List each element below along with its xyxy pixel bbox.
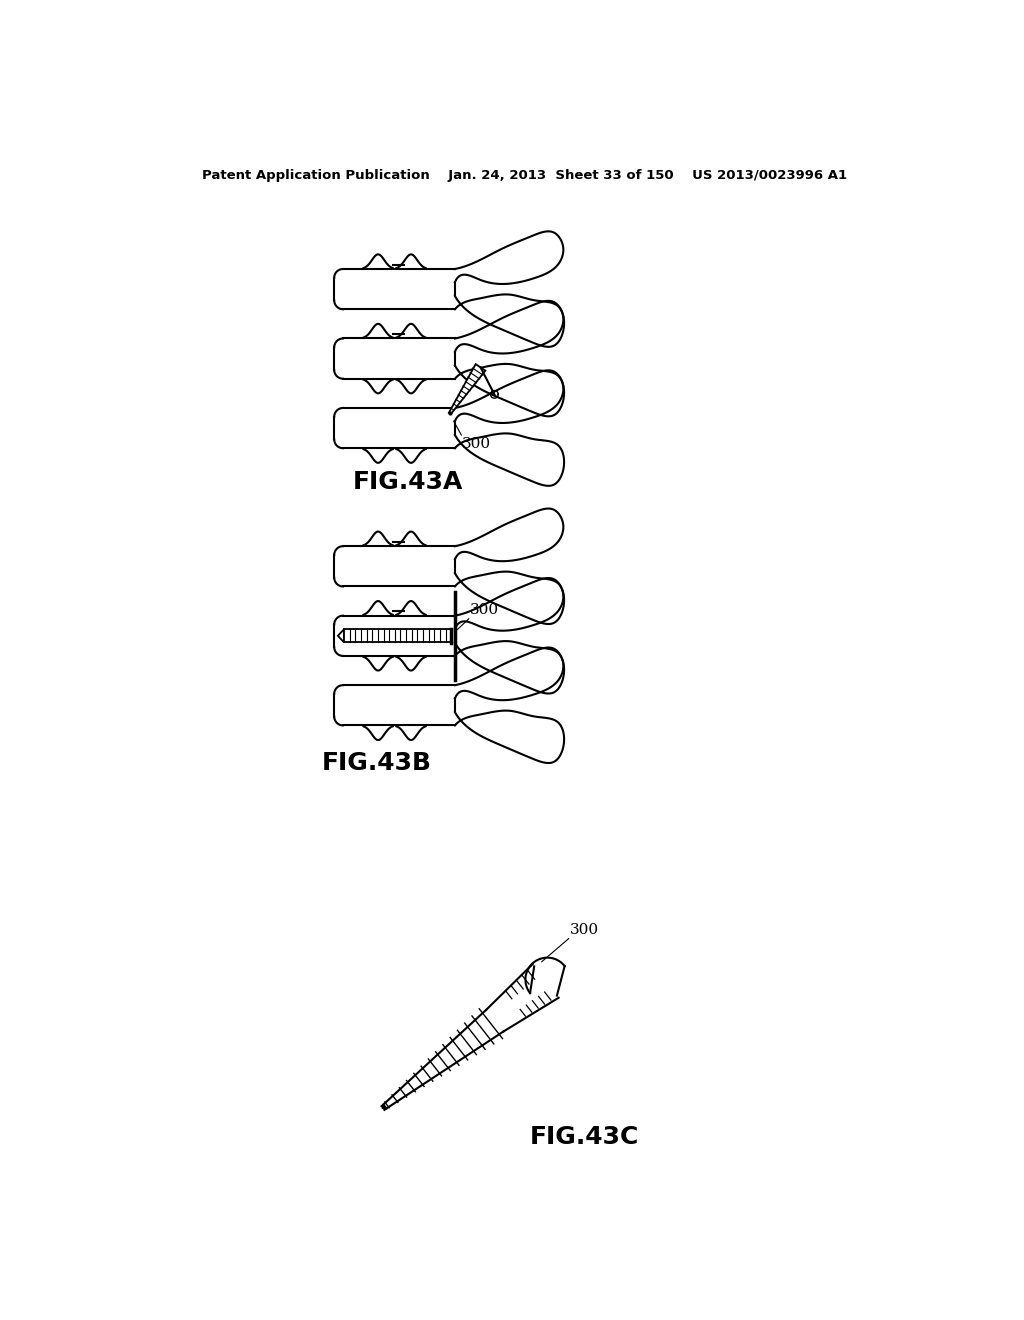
Polygon shape bbox=[486, 964, 559, 1031]
Text: FIG.43A: FIG.43A bbox=[352, 470, 463, 495]
Polygon shape bbox=[382, 1010, 504, 1110]
Text: FIG.43C: FIG.43C bbox=[530, 1125, 640, 1148]
Polygon shape bbox=[344, 630, 452, 643]
Polygon shape bbox=[449, 364, 485, 414]
Text: 300: 300 bbox=[462, 437, 492, 450]
Polygon shape bbox=[338, 630, 344, 643]
Text: 300: 300 bbox=[470, 603, 500, 618]
Text: 300: 300 bbox=[570, 923, 599, 937]
Text: FIG.43B: FIG.43B bbox=[322, 751, 432, 775]
Text: Patent Application Publication    Jan. 24, 2013  Sheet 33 of 150    US 2013/0023: Patent Application Publication Jan. 24, … bbox=[202, 169, 848, 182]
